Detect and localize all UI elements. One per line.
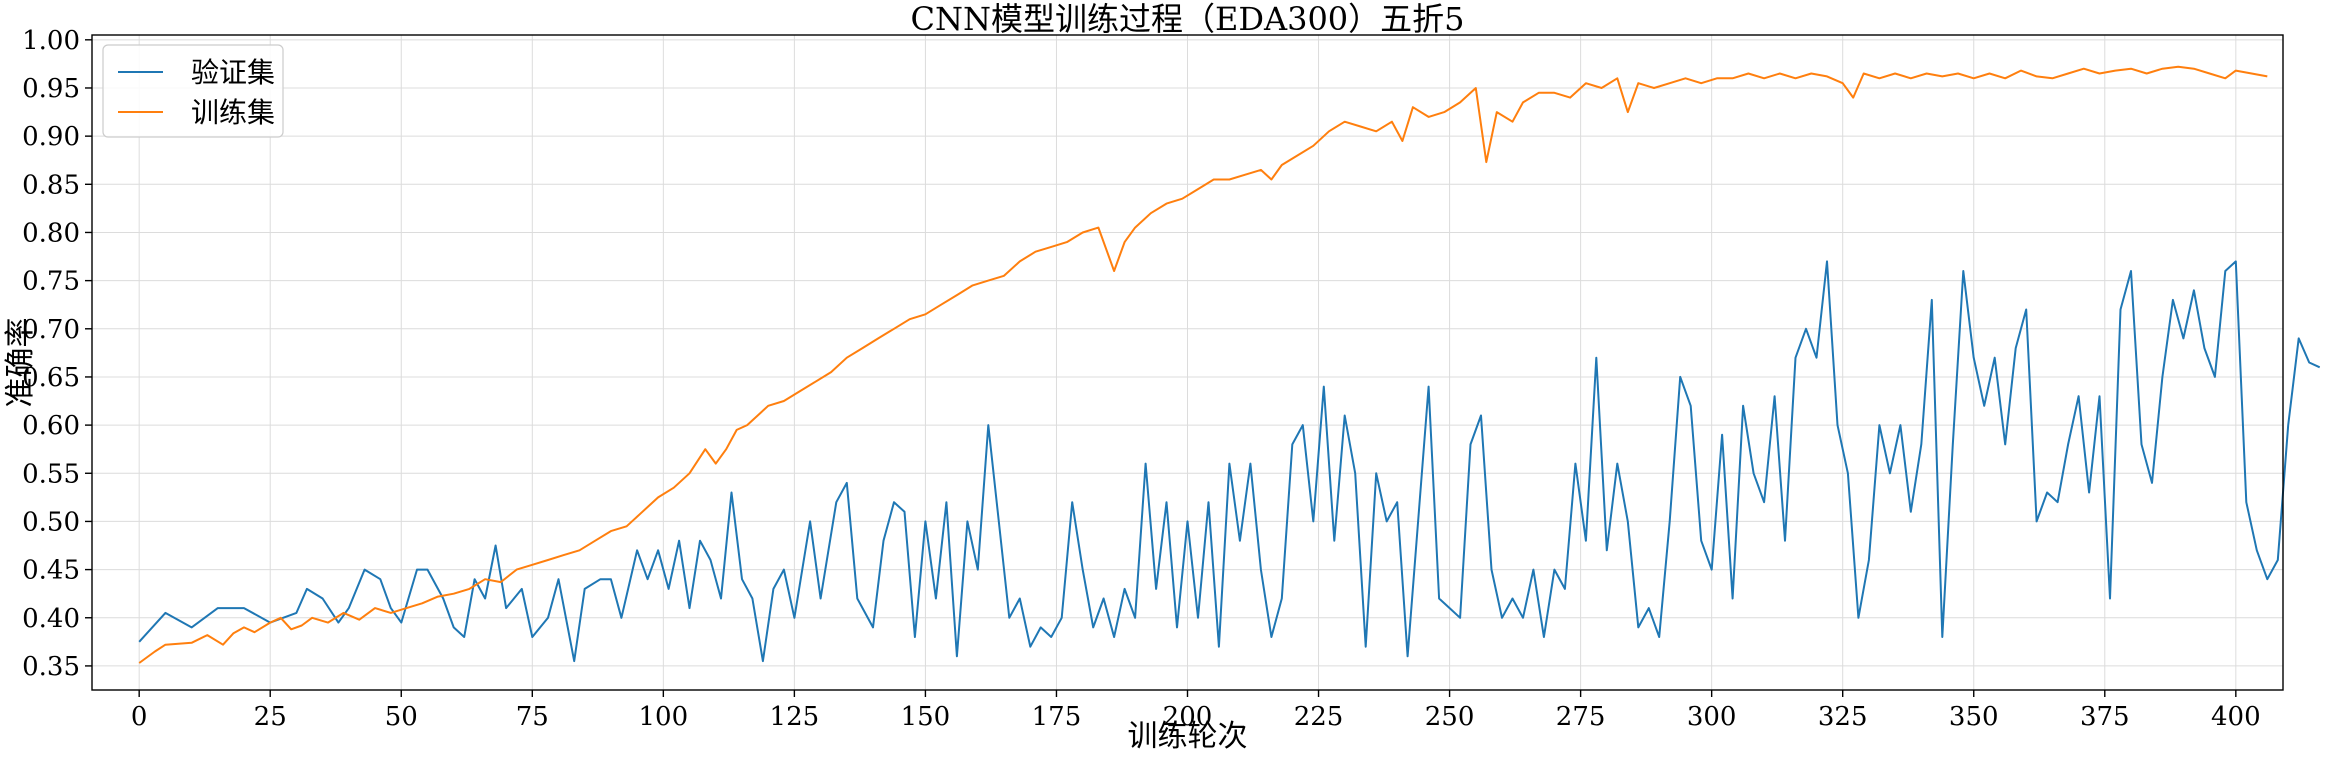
y-tick-label: 0.45 — [22, 556, 80, 586]
x-tick-label: 325 — [1818, 702, 1868, 732]
series-line-training — [138, 65, 2268, 664]
x-tick-label: 50 — [385, 702, 418, 732]
x-axis-title: 训练轮次 — [1128, 719, 1248, 754]
y-tick-label: 0.80 — [22, 218, 80, 248]
x-tick-label: 400 — [2211, 702, 2261, 732]
x-tick-label: 300 — [1687, 702, 1737, 732]
legend-label: 训练集 — [191, 96, 275, 129]
grid — [92, 35, 2283, 690]
series-layer — [138, 65, 2321, 664]
y-axis-title: 准确率 — [3, 318, 38, 408]
y-tick-label: 0.75 — [22, 267, 80, 297]
legend-frame — [102, 44, 284, 138]
x-tick-label: 125 — [770, 702, 820, 732]
y-tick-label: 0.95 — [22, 74, 80, 104]
x-tick-label: 0 — [131, 702, 148, 732]
legend-label: 验证集 — [191, 56, 275, 89]
y-tick-label: 0.40 — [22, 604, 80, 634]
x-tick-label: 375 — [2080, 702, 2130, 732]
x-tick-label: 275 — [1556, 702, 1606, 732]
x-tick-label: 100 — [639, 702, 689, 732]
y-tick-label: 0.85 — [22, 170, 80, 200]
x-tick-label: 150 — [901, 702, 951, 732]
ticks: 0 25 50 75 100 125 150 175 200 225 250 275 300 325 350… — [22, 26, 2261, 732]
x-tick-label: 200 — [1163, 702, 1213, 732]
chart-title: CNN模型训练过程（EDA300）五折5 — [910, 0, 1464, 38]
y-tick-label: 0.70 — [22, 315, 80, 345]
x-tick-label: 25 — [254, 702, 287, 732]
x-tick-label: 225 — [1294, 702, 1344, 732]
x-tick-label: 350 — [1949, 702, 1999, 732]
y-tick-label: 0.50 — [22, 507, 80, 537]
y-tick-label: 0.90 — [22, 122, 80, 152]
y-tick-label: 1.00 — [22, 26, 80, 56]
y-tick-label: 0.55 — [22, 459, 80, 489]
x-tick-label: 250 — [1425, 702, 1475, 732]
y-tick-label: 0.60 — [22, 411, 80, 441]
y-tick-label: 0.35 — [22, 652, 80, 682]
x-tick-label: 75 — [516, 702, 549, 732]
series-line-validation — [138, 260, 2321, 663]
x-tick-label: 175 — [1032, 702, 1082, 732]
y-tick-label: 0.65 — [22, 363, 80, 393]
